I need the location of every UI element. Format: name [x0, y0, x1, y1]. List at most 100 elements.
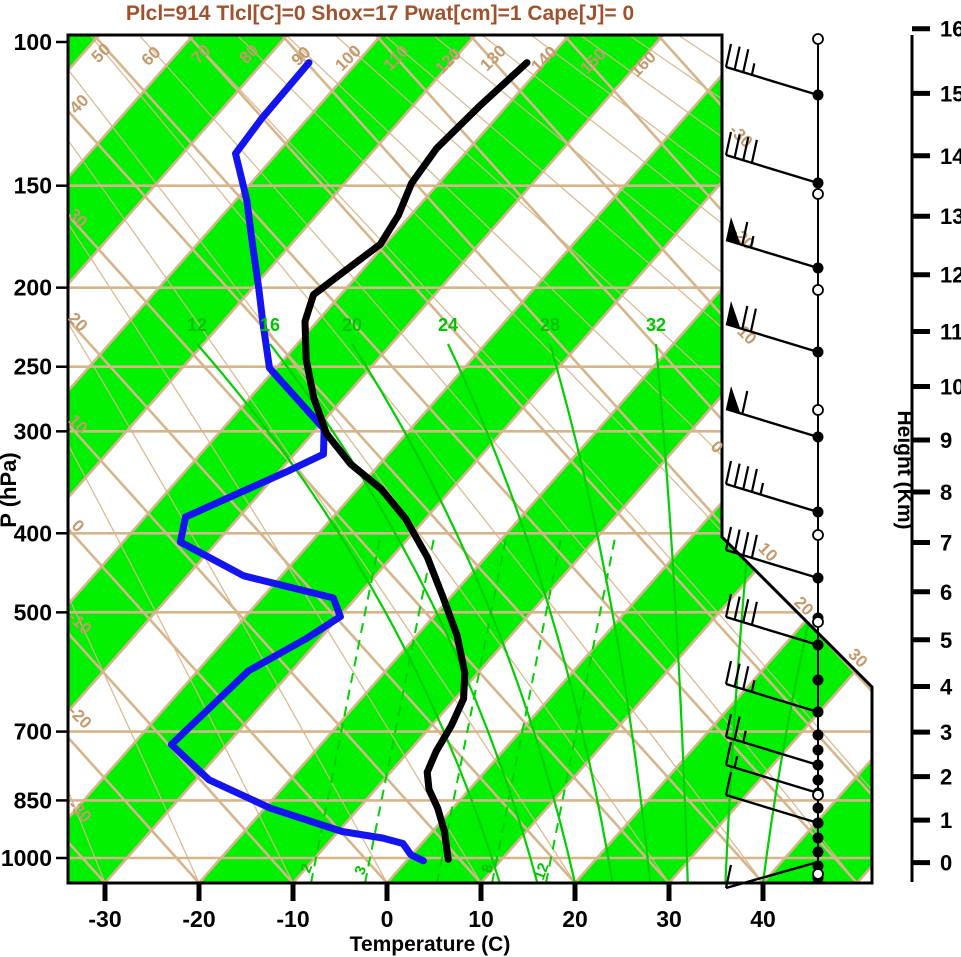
moist-adiabat-curve — [654, 343, 689, 883]
barb-shaft — [725, 65, 819, 97]
height-tick-label: 13 — [940, 204, 961, 229]
barb-full-tick — [742, 49, 750, 73]
wind-barb — [725, 386, 819, 439]
wind-barb — [724, 860, 819, 890]
dry-adiabat-curve — [530, 35, 872, 883]
station-dot-filled — [812, 639, 824, 651]
moist-adiabat-curve — [447, 343, 614, 883]
barb-full-tick — [742, 532, 750, 556]
height-tick-label: 16 — [940, 17, 961, 42]
wind-barb — [724, 771, 819, 825]
barb-full-tick — [724, 460, 733, 485]
barb-full-tick — [724, 43, 733, 68]
dry-adiabat-curve — [236, 35, 872, 883]
barb-full-tick — [750, 534, 758, 559]
plot-area — [68, 35, 872, 883]
pressure-tick-label: 250 — [14, 354, 52, 380]
height-tick-label: 1 — [940, 808, 952, 833]
temperature-tick-label: 40 — [750, 906, 776, 932]
temperature-tick-label: -20 — [182, 906, 215, 932]
barb-full-tick — [742, 666, 750, 690]
height-axis-title: Height (Km) — [893, 411, 916, 530]
barb-half-tick — [742, 730, 747, 743]
height-tick-label: 9 — [940, 428, 952, 453]
station-dot-open — [812, 284, 824, 296]
barb-full-tick — [750, 601, 758, 626]
barb-full-tick — [724, 864, 733, 889]
barb-half-tick — [733, 755, 739, 768]
wind-barb — [725, 217, 819, 270]
isotherm-line — [574, 35, 872, 883]
mixing-ratio-line — [545, 536, 617, 883]
moist-adiabat-label: 32 — [646, 315, 666, 335]
isotherm-line — [68, 35, 289, 883]
temperature-tick-label: -10 — [276, 906, 309, 932]
moist-adiabat-label: 28 — [540, 315, 560, 335]
wind-barb — [724, 43, 819, 97]
dewpoint-curve — [167, 59, 427, 865]
green-isotherm-band — [68, 35, 852, 883]
green-isotherm-band — [68, 35, 288, 883]
barb-shaft — [725, 615, 819, 647]
temperature-axis-title: Temperature (C) — [350, 933, 511, 956]
barb-shaft — [725, 860, 819, 890]
station-dot-filled — [812, 177, 824, 189]
barb-half-tick — [750, 680, 756, 693]
isotherm-line — [68, 35, 571, 883]
wind-barb — [724, 660, 819, 714]
barb-full-tick — [733, 596, 741, 620]
pressure-tick-label: 850 — [14, 787, 52, 813]
station-dot-filled — [812, 572, 824, 584]
station-dot-open — [812, 33, 824, 45]
barb-full-tick — [741, 305, 749, 330]
isotherm-line — [68, 35, 665, 883]
station-dot-filled — [812, 802, 824, 814]
station-dot-filled — [812, 759, 824, 771]
station-dot-open — [812, 616, 824, 628]
dry-adiabat-curve — [481, 35, 872, 883]
temperature-axis: -30 -20 -10 0 10 20 30 40 Temperature (C) — [88, 884, 776, 956]
isotherm-line — [668, 35, 872, 883]
barb-shaft — [725, 153, 819, 185]
wind-barb — [724, 713, 819, 767]
barb-half-tick — [759, 482, 765, 495]
height-tick-label: 12 — [940, 263, 961, 288]
barb-full-tick — [724, 593, 733, 618]
barb-full-tick — [724, 713, 733, 738]
dry-adiabat-curve — [187, 35, 872, 883]
barb-pennant — [726, 386, 741, 414]
dry-adiabat-curve — [68, 35, 388, 883]
isotherm-line — [68, 35, 477, 883]
barb-shaft — [725, 763, 819, 795]
dry-adiabat-curve — [68, 35, 294, 883]
barb-full-tick — [750, 468, 758, 493]
station-dot-filled — [812, 860, 824, 872]
dry-adiabat-curve — [68, 35, 670, 883]
barb-full-tick — [750, 139, 758, 164]
barb-shaft — [725, 793, 819, 825]
diagonal-grid-line — [68, 35, 294, 883]
wind-barb — [724, 131, 819, 185]
isotherm-line — [68, 35, 383, 883]
moist-adiabat-label: 16 — [260, 315, 280, 335]
station-dot-filled — [812, 431, 824, 443]
barb-full-tick — [733, 46, 741, 70]
pressure-tick-label: 150 — [14, 173, 52, 199]
pressure-tick-label: 700 — [14, 719, 52, 745]
barb-full-tick — [749, 308, 757, 332]
station-dot-filled — [812, 346, 824, 358]
station-dot-filled — [812, 846, 824, 858]
height-tick-label: 10 — [940, 375, 961, 400]
dry-adiabat-curve — [68, 35, 200, 883]
green-isotherm-band — [68, 35, 664, 883]
barb-shaft — [725, 238, 819, 270]
pressure-tick-label: 100 — [14, 29, 52, 55]
diagonal-grid-line — [92, 35, 858, 883]
dry-adiabat-curve — [89, 35, 764, 883]
barb-full-tick — [724, 526, 733, 551]
wind-barb — [724, 460, 819, 514]
barb-full-tick — [733, 134, 741, 158]
station-dot-filled — [812, 774, 824, 786]
station-dot-filled — [812, 744, 824, 756]
